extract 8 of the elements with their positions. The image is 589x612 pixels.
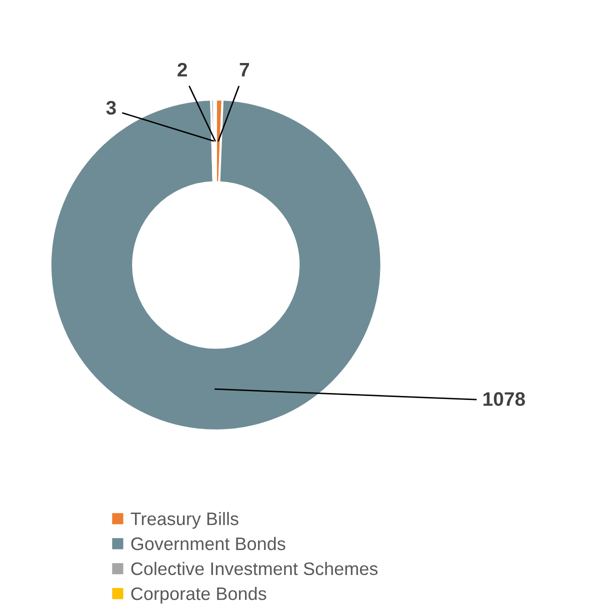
- data-label: 2: [178, 62, 187, 76]
- legend-label: Colective Investment Schemes: [131, 562, 378, 576]
- legend-label: Corporate Bonds: [131, 586, 266, 604]
- data-label: 3: [106, 100, 116, 115]
- data-label: 1078: [484, 392, 525, 406]
- data-label: 7: [240, 63, 249, 76]
- legend-label: Government Bonds: [131, 536, 286, 550]
- legend-label: Treasury Bills: [130, 512, 238, 529]
